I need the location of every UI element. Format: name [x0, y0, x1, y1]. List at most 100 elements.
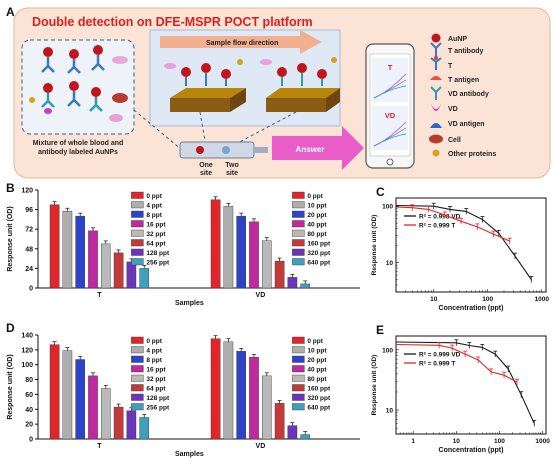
series-line-0 — [395, 341, 535, 424]
panel-a-letter: A — [6, 5, 15, 19]
bar-T-6 — [126, 410, 137, 440]
legend-swatch — [292, 239, 305, 247]
legend-other-proteins: Other proteins — [448, 151, 496, 158]
bar-VD-3 — [249, 221, 259, 289]
y-tick-label: 10 — [386, 260, 394, 267]
legend-swatch — [131, 248, 144, 256]
y-tick-label: 20 — [25, 422, 33, 429]
legend-swatch — [131, 384, 144, 392]
x-tick-label: 100 — [494, 438, 505, 445]
legend-label: 0 ppt — [307, 338, 323, 345]
legend-label: 4 ppt — [146, 203, 162, 210]
legend-label: R² = 0.999 T — [419, 361, 455, 368]
panel-a-title: Double detection on DFE-MSPR POCT platfo… — [32, 15, 313, 29]
bar-T-7 — [139, 417, 150, 440]
panel-c-line-chart: C 10 100 1000 10 100 Concentration (ppt) Respon… — [371, 185, 549, 312]
phone-home-button — [386, 158, 394, 166]
y-tick-label: 100 — [382, 347, 393, 354]
legend-vd: VD — [448, 106, 458, 113]
legend-swatch — [292, 346, 305, 354]
y-tick-label: 100 — [21, 362, 33, 369]
t-icon — [430, 57, 442, 70]
panel-letter: C — [376, 185, 385, 199]
group-label: VD — [256, 443, 266, 450]
panel-letter: D — [6, 321, 15, 335]
device-site-2-dot — [222, 146, 230, 154]
legend-t-antigen: T antigen — [448, 77, 479, 84]
bar-T-4 — [100, 243, 111, 289]
legend-label: 640 ppt — [307, 260, 331, 267]
bar-VD-5 — [274, 403, 285, 440]
legend-swatch — [292, 248, 305, 256]
y-tick-label: 100 — [382, 204, 393, 211]
legend-vd-antibody: VD antibody — [448, 91, 489, 98]
x-axis-label: Samples — [175, 300, 204, 307]
panel-b-bar-chart: B 0 24 48 72 96 120 Response unit (OD) Samples T 0… — [6, 181, 360, 307]
bar-VD-6 — [287, 277, 298, 289]
legend-label: 256 ppt — [146, 260, 170, 267]
legend-label: 640 ppt — [307, 405, 331, 412]
y-tick-label: 80 — [25, 377, 33, 384]
legend-swatch — [131, 220, 144, 228]
legend-cell: Cell — [448, 137, 461, 144]
legend-label: 0 ppt — [146, 193, 162, 200]
connector-line-1 — [133, 109, 183, 151]
x-tick-label: 1000 — [535, 438, 550, 445]
bar-VD-1 — [223, 206, 234, 289]
legend-label: 4 ppt — [146, 348, 162, 355]
legend-swatch — [292, 210, 305, 218]
legend-label: 8 ppt — [146, 212, 162, 219]
legend-swatch — [292, 384, 305, 392]
bar-VD-6 — [287, 425, 298, 440]
bar-T-1 — [62, 350, 73, 440]
legend-swatch — [131, 201, 144, 209]
legend-swatch — [292, 220, 305, 228]
y-tick-label: 10 — [386, 408, 394, 415]
bar-VD-2 — [236, 351, 247, 440]
y-axis-label: Response unit (OD) — [371, 215, 378, 276]
legend-swatch — [131, 393, 144, 401]
blood-caption-line-2: antibody labeled AuNPs — [38, 149, 118, 156]
legend-label: 320 ppt — [307, 395, 331, 402]
legend-label: 20 ppt — [307, 212, 327, 219]
x-tick-label: 100 — [482, 296, 493, 303]
bar-T-0 — [49, 344, 60, 440]
other-proteins-icon — [432, 149, 440, 157]
legend-swatch — [292, 365, 305, 373]
legend-label: 40 ppt — [307, 367, 327, 374]
legend-label: 10 ppt — [307, 203, 327, 210]
cell-icon — [429, 134, 443, 144]
blood-caption-line-1: Mixture of whole blood and — [33, 140, 124, 147]
legend-label: 0 ppt — [146, 338, 162, 345]
bar-T-5 — [113, 406, 124, 440]
legend-label: 256 ppt — [146, 405, 170, 412]
bar-VD-7 — [300, 434, 311, 440]
legend-swatch — [292, 403, 305, 411]
y-tick-label: 40 — [25, 407, 33, 414]
legend-label: 128 ppt — [146, 395, 170, 402]
legend-swatch — [131, 258, 144, 266]
legend-t: T — [448, 63, 453, 70]
bar-VD-7 — [300, 283, 311, 289]
bar-VD-4 — [262, 375, 272, 440]
y-tick-label: 0 — [29, 437, 33, 444]
bar-T-1 — [62, 211, 73, 289]
answer-arrow — [272, 126, 364, 170]
y-tick-label: 96 — [25, 207, 33, 214]
phone-label-vd: VD — [385, 111, 396, 120]
legend-label: 16 ppt — [146, 367, 166, 374]
legend-swatch — [292, 355, 305, 363]
legend-swatch — [292, 258, 305, 266]
connector-line-3 — [231, 111, 297, 147]
legend-swatch — [131, 210, 144, 218]
legend-label: R² = 0.999 VD — [419, 352, 461, 359]
x-tick-label: 1000 — [534, 296, 549, 303]
phone-chart-vd — [372, 106, 408, 150]
bar-T-5 — [113, 252, 124, 289]
legend-label: 64 ppt — [146, 241, 166, 248]
panel-e-line-chart: E 1 10 100 1000 10 100 Concentration (ppt) Respo… — [371, 323, 550, 454]
legend-label: 32 ppt — [146, 231, 166, 238]
bar-T-3 — [88, 375, 98, 440]
site-two-line-1: Two — [225, 162, 238, 169]
